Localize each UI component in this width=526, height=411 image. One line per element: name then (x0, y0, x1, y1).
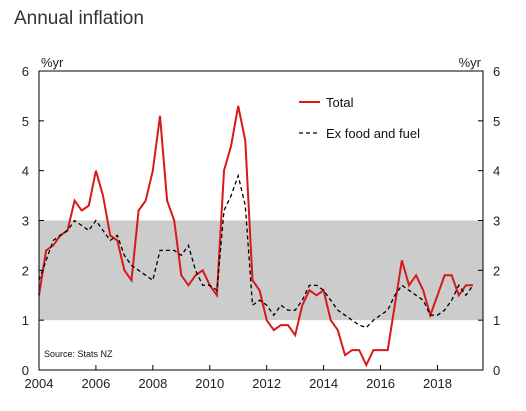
y-tick-label-right: 4 (493, 164, 500, 179)
y-unit-right: %yr (459, 55, 482, 70)
legend-label-total: Total (326, 95, 354, 110)
x-tick-label: 2012 (252, 376, 281, 391)
y-tick-label-left: 3 (22, 214, 29, 229)
y-unit-left: %yr (41, 55, 64, 70)
x-tick-label: 2006 (81, 376, 110, 391)
x-axis: 2004 2006 2008 2010 2012 2014 2016 2018 (25, 365, 452, 391)
target-band (39, 220, 483, 321)
y-tick-label-right: 5 (493, 114, 500, 129)
x-tick-label: 2004 (25, 376, 54, 391)
chart-title: Annual inflation (14, 8, 144, 29)
x-tick-label: 2010 (195, 376, 224, 391)
y-tick-label-left: 2 (22, 263, 29, 278)
y-tick-label-right: 1 (493, 313, 500, 328)
y-tick-label-left: 0 (22, 363, 29, 378)
series-line-ex-food-fuel (38, 173, 474, 329)
y-tick-label-right: 2 (493, 263, 500, 278)
source-note: Source: Stats NZ (44, 349, 113, 359)
y-axis-left: 0 1 2 3 4 5 6 (22, 64, 44, 378)
legend: Total Ex food and fuel (299, 95, 420, 141)
y-axis-right: 0 1 2 3 4 5 6 (478, 64, 500, 378)
y-tick-label-left: 4 (22, 164, 29, 179)
y-tick-label-right: 3 (493, 214, 500, 229)
x-tick-label: 2008 (138, 376, 167, 391)
y-tick-label-left: 5 (22, 114, 29, 129)
series-line-total (38, 105, 473, 368)
x-tick-label: 2014 (309, 376, 338, 391)
y-tick-label-left: 1 (22, 313, 29, 328)
y-tick-label-left: 6 (22, 64, 29, 79)
x-tick-label: 2016 (366, 376, 395, 391)
y-tick-label-right: 0 (493, 363, 500, 378)
legend-label-ex-food-fuel: Ex food and fuel (326, 126, 420, 141)
x-tick-label: 2018 (423, 376, 452, 391)
y-tick-label-right: 6 (493, 64, 500, 79)
